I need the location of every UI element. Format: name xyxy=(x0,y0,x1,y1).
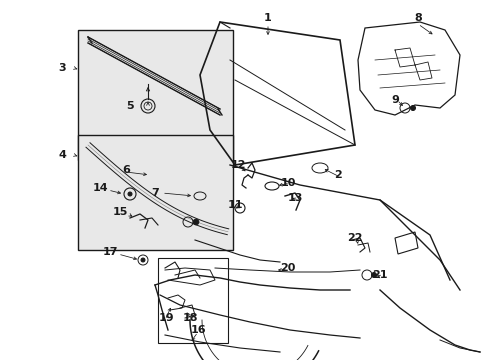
Text: 15: 15 xyxy=(112,207,127,217)
Text: 21: 21 xyxy=(371,270,387,280)
Text: 9: 9 xyxy=(390,95,398,105)
Circle shape xyxy=(141,258,145,262)
Bar xyxy=(78,30,232,160)
Circle shape xyxy=(193,219,199,225)
Bar xyxy=(158,258,227,343)
Text: 8: 8 xyxy=(413,13,421,23)
Text: 3: 3 xyxy=(58,63,66,73)
Text: 6: 6 xyxy=(122,165,130,175)
Text: 14: 14 xyxy=(92,183,107,193)
Circle shape xyxy=(409,105,415,111)
Text: 1: 1 xyxy=(264,13,271,23)
Text: 7: 7 xyxy=(151,188,159,198)
Text: 13: 13 xyxy=(287,193,302,203)
Text: 20: 20 xyxy=(280,263,295,273)
Text: 22: 22 xyxy=(346,233,362,243)
Bar xyxy=(78,135,232,250)
Circle shape xyxy=(128,192,132,196)
Circle shape xyxy=(371,273,376,278)
Text: 10: 10 xyxy=(280,178,295,188)
Text: 16: 16 xyxy=(190,325,205,335)
Text: 4: 4 xyxy=(58,150,66,160)
Text: 11: 11 xyxy=(227,200,242,210)
Text: 18: 18 xyxy=(182,313,197,323)
Text: 5: 5 xyxy=(126,101,134,111)
Text: 12: 12 xyxy=(230,160,245,170)
Text: 2: 2 xyxy=(333,170,341,180)
Text: 19: 19 xyxy=(159,313,174,323)
Text: 17: 17 xyxy=(102,247,118,257)
